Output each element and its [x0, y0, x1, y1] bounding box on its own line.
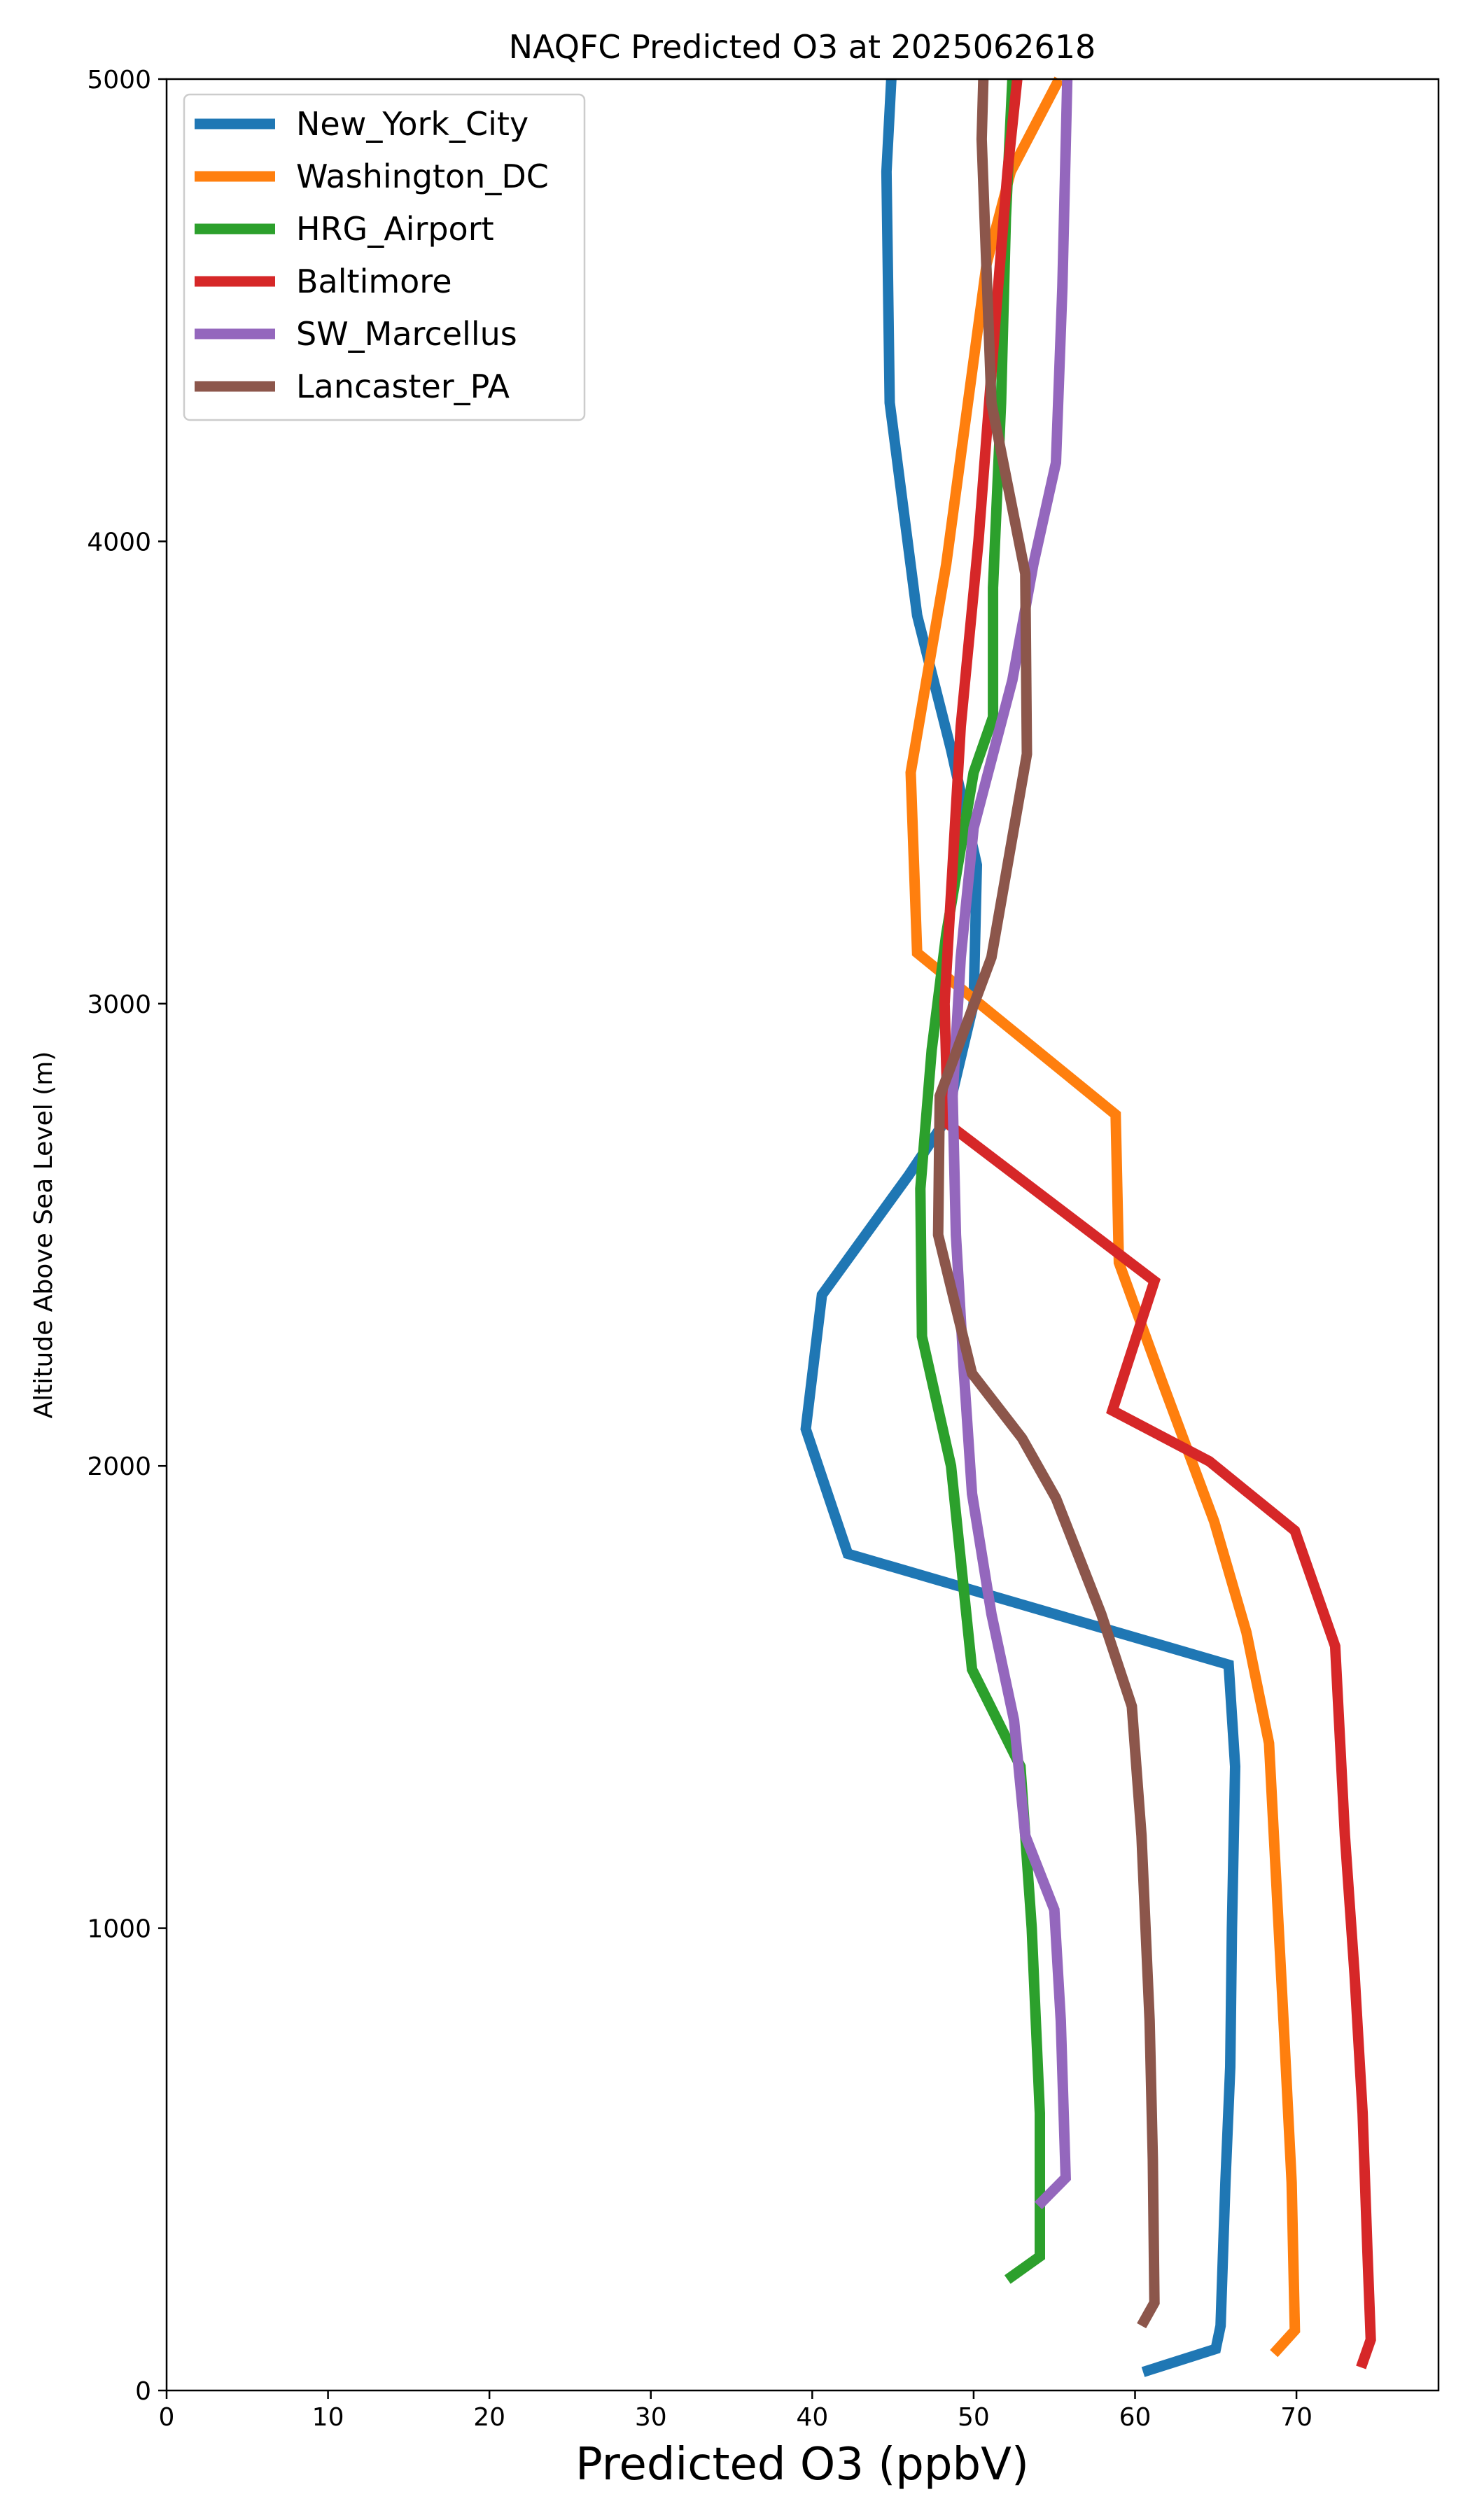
y-axis-label: Altitude Above Sea Level (m)	[29, 1051, 58, 1419]
y-tick-label: 5000	[87, 66, 151, 94]
x-tick-label: 0	[159, 2403, 175, 2432]
x-tick-label: 30	[635, 2403, 667, 2432]
series-line-hrg-airport	[915, 78, 1045, 2284]
y-tick-label: 4000	[87, 528, 151, 556]
legend: New_York_City Washington_DC HRG_Airport Bal…	[183, 93, 586, 421]
x-tick-label: 50	[958, 2403, 990, 2432]
legend-label: Baltimore	[296, 262, 452, 300]
series-line-lancaster-pa	[932, 78, 1160, 2329]
y-tick-label: 3000	[87, 990, 151, 1019]
legend-label: Washington_DC	[296, 158, 549, 195]
legend-label: New_York_City	[296, 105, 528, 143]
y-tick-label: 2000	[87, 1452, 151, 1481]
x-tick-label: 20	[473, 2403, 505, 2432]
plot-frame	[165, 78, 1440, 2392]
legend-label: SW_Marcellus	[296, 315, 517, 353]
x-tick-label: 10	[312, 2403, 344, 2432]
x-axis-label: Predicted O3 (ppbV)	[575, 2439, 1029, 2491]
chart-title: NAQFC Predicted O3 at 2025062618	[509, 28, 1096, 66]
y-tick-label: 0	[135, 2377, 151, 2406]
x-tick-label: 40	[796, 2403, 828, 2432]
x-tick-label: 70	[1280, 2403, 1312, 2432]
plot-area	[800, 76, 1376, 2377]
axis-ticks: 0 10 20 30 40 50 60 70 0 1000 2000 3000 4000 5000	[87, 66, 1312, 2432]
x-tick-label: 60	[1119, 2403, 1152, 2432]
legend-label: Lancaster_PA	[296, 368, 510, 405]
legend-label: HRG_Airport	[296, 210, 494, 248]
y-tick-label: 1000	[87, 1915, 151, 1944]
legend-box	[183, 93, 586, 421]
series-line-baltimore	[939, 78, 1376, 2370]
